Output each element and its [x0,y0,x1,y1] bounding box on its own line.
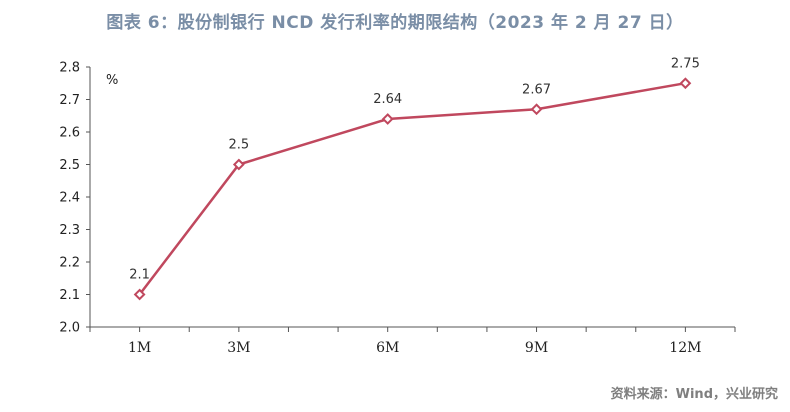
y-tick-label: 2.2 [59,256,80,271]
x-tick-label: 12M [669,340,701,356]
data-label: 2.67 [522,82,551,97]
data-point [381,113,394,125]
data-label: 2.1 [129,268,150,283]
y-axis-unit: % [106,73,118,88]
y-tick-label: 2.1 [59,288,80,303]
data-label: 2.75 [671,56,700,71]
data-labels: 2.1 2.5 2.64 2.67 2.75 [129,56,700,282]
data-point [679,77,692,90]
data-point [530,103,543,116]
data-points [133,77,692,301]
source-note: 资料来源：Wind，兴业研究 [610,387,778,402]
y-tick-label: 2.6 [59,126,80,141]
series-line [138,81,686,296]
axes [89,67,735,328]
x-tick-label: 6M [376,340,399,356]
data-label: 2.5 [229,138,250,153]
y-tick-label: 2.0 [59,321,80,336]
data-point [232,158,245,171]
chart-title: 图表 6：股份制银行 NCD 发行利率的期限结构（2023 年 2 月 27 日… [106,13,684,33]
y-tick-label: 2.5 [59,158,80,173]
x-axis-ticks: 1M 3M 6M 9M 12M [89,327,736,356]
x-tick-label: 3M [227,340,250,356]
x-tick-label: 1M [128,340,151,356]
y-tick-label: 2.3 [59,223,80,238]
data-label: 2.64 [373,92,402,107]
data-point [133,288,146,301]
y-tick-label: 2.8 [59,61,80,76]
y-tick-label: 2.7 [59,93,80,108]
y-axis-ticks: 2.0 2.1 2.2 2.3 2.4 2.5 2.6 2.7 2.8 [59,61,90,336]
y-tick-label: 2.4 [59,191,80,206]
x-tick-label: 9M [525,340,548,356]
